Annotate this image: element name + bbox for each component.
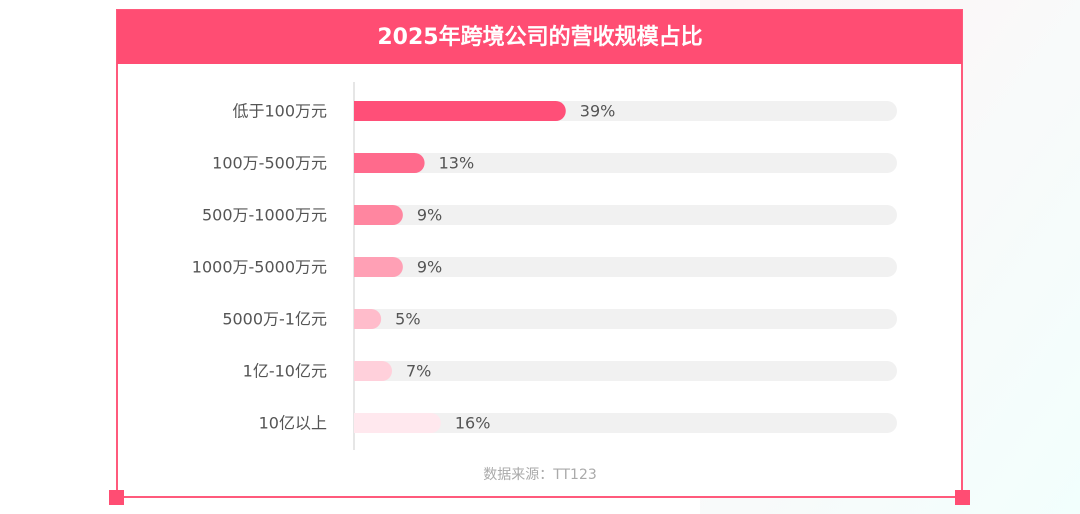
- bar: [354, 257, 403, 277]
- category-label: 100万-500万元: [212, 154, 327, 173]
- bar-track: [354, 205, 897, 225]
- bar-track: [354, 361, 897, 381]
- bar-track: [354, 413, 897, 433]
- corner: [109, 490, 124, 505]
- bar-track: [354, 153, 897, 173]
- value-label: 5%: [395, 310, 420, 329]
- source: 数据来源：TT123: [483, 467, 597, 483]
- category-label: 10亿以上: [259, 414, 327, 433]
- category-label: 5000万-1亿元: [222, 310, 327, 329]
- value-label: 13%: [439, 154, 475, 173]
- bar: [354, 205, 403, 225]
- value-label: 7%: [406, 362, 431, 381]
- bar: [354, 153, 425, 173]
- bar: [354, 101, 566, 121]
- category-label: 1亿-10亿元: [243, 362, 327, 381]
- value-label: 9%: [417, 206, 442, 225]
- bar: [354, 413, 441, 433]
- bar-track: [354, 257, 897, 277]
- value-label: 16%: [455, 414, 491, 433]
- chart-title: 2025年跨境公司的营收规模占比: [377, 24, 702, 50]
- bar: [354, 361, 393, 381]
- category-label: 低于100万元: [232, 102, 327, 121]
- category-label: 500万-1000万元: [202, 206, 327, 225]
- header: [117, 10, 962, 64]
- value-label: 39%: [580, 102, 616, 121]
- bar-track: [354, 309, 897, 329]
- bar: [354, 309, 382, 329]
- corner: [955, 490, 970, 505]
- category-label: 1000万-5000万元: [192, 258, 327, 277]
- value-label: 9%: [417, 258, 442, 277]
